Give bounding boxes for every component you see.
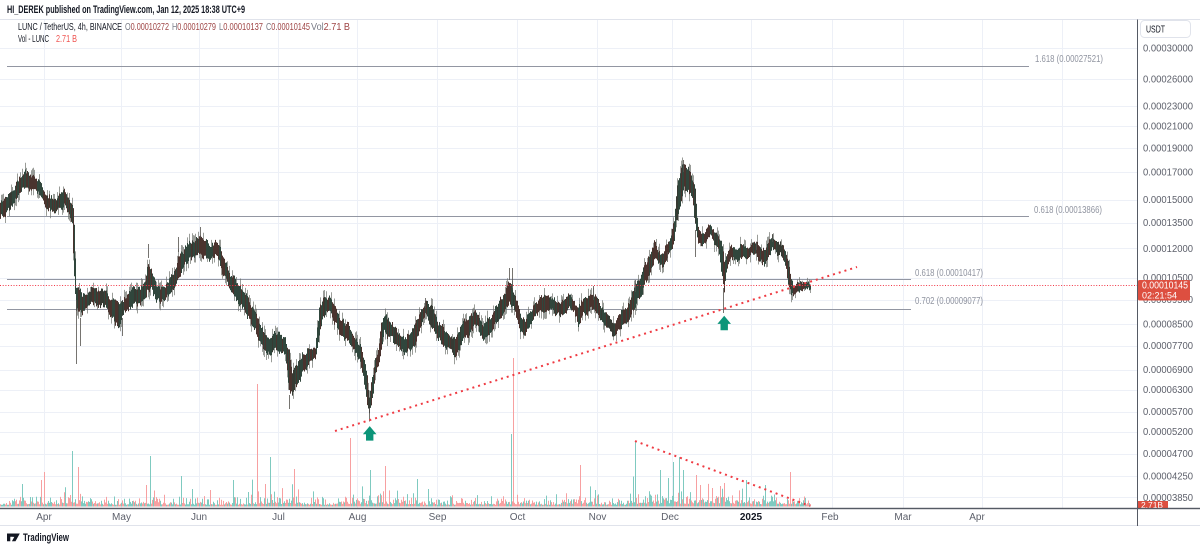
svg-text:0.00015000: 0.00015000	[1143, 195, 1193, 206]
svg-text:2025: 2025	[740, 512, 763, 523]
svg-text:USDT: USDT	[1146, 25, 1165, 36]
svg-text:Aug: Aug	[349, 512, 367, 523]
svg-text:Jul: Jul	[272, 512, 285, 523]
svg-text:0.00012000: 0.00012000	[1143, 244, 1193, 255]
svg-text:Feb: Feb	[821, 512, 839, 523]
svg-text:LUNC / TetherUS, 4h, BINANCE: LUNC / TetherUS, 4h, BINANCE	[18, 21, 122, 33]
svg-text:0.00008500: 0.00008500	[1143, 320, 1193, 331]
svg-text:TradingView: TradingView	[23, 532, 69, 544]
svg-text:Mar: Mar	[894, 512, 912, 523]
svg-text:Oct: Oct	[510, 512, 526, 523]
svg-text:0.00030000: 0.00030000	[1143, 43, 1193, 54]
svg-text:H0.00010279: H0.00010279	[172, 21, 216, 33]
svg-text:0.00007700: 0.00007700	[1143, 341, 1193, 352]
svg-text:Sep: Sep	[429, 512, 447, 523]
svg-text:0.00021000: 0.00021000	[1143, 121, 1193, 132]
svg-text:Vol - LUNC: Vol - LUNC	[18, 33, 49, 45]
svg-text:0.00010145: 0.00010145	[1142, 281, 1188, 292]
svg-text:0.00005700: 0.00005700	[1143, 407, 1193, 418]
svg-text:2.71 B: 2.71 B	[56, 33, 77, 45]
svg-text:HI_DEREK published on TradingV: HI_DEREK published on TradingView.com, J…	[7, 4, 245, 16]
svg-text:Nov: Nov	[589, 512, 607, 523]
svg-text:0.702 (0.00009077): 0.702 (0.00009077)	[915, 296, 983, 307]
svg-text:L0.00010137: L0.00010137	[219, 21, 263, 33]
svg-text:0.618 (0.00013866): 0.618 (0.00013866)	[1034, 205, 1102, 216]
svg-text:0.00013500: 0.00013500	[1143, 218, 1193, 229]
svg-text:Jun: Jun	[191, 512, 207, 523]
svg-text:0.00010500: 0.00010500	[1143, 273, 1193, 284]
svg-text:Vol2.71 B: Vol2.71 B	[311, 21, 350, 33]
svg-text:C0.00010145: C0.00010145	[266, 21, 310, 33]
svg-text:Dec: Dec	[661, 512, 679, 523]
svg-text:2.71B: 2.71B	[1141, 501, 1163, 510]
svg-text:0.00006300: 0.00006300	[1143, 385, 1193, 396]
svg-text:02:21:54: 02:21:54	[1142, 291, 1177, 301]
svg-text:Apr: Apr	[36, 512, 52, 523]
svg-text:0.00005200: 0.00005200	[1143, 427, 1193, 438]
svg-text:0.00009500: 0.00009500	[1143, 295, 1193, 306]
svg-text:May: May	[112, 512, 131, 523]
svg-text:0.618 (0.00010417): 0.618 (0.00010417)	[915, 268, 983, 279]
svg-text:0.00003850: 0.00003850	[1143, 493, 1193, 504]
svg-text:0.00023000: 0.00023000	[1143, 102, 1193, 113]
svg-text:0.00004250: 0.00004250	[1143, 471, 1193, 482]
svg-text:0.00006900: 0.00006900	[1143, 365, 1193, 376]
svg-text:1.618 (0.00027521): 1.618 (0.00027521)	[1035, 54, 1103, 65]
svg-text:Apr: Apr	[969, 512, 985, 523]
svg-text:0.00019000: 0.00019000	[1143, 143, 1193, 154]
svg-text:0.00026000: 0.00026000	[1143, 75, 1193, 86]
svg-text:0.00004700: 0.00004700	[1143, 449, 1193, 460]
svg-text:O0.00010272: O0.00010272	[125, 21, 169, 33]
svg-text:0.00017000: 0.00017000	[1143, 168, 1193, 179]
